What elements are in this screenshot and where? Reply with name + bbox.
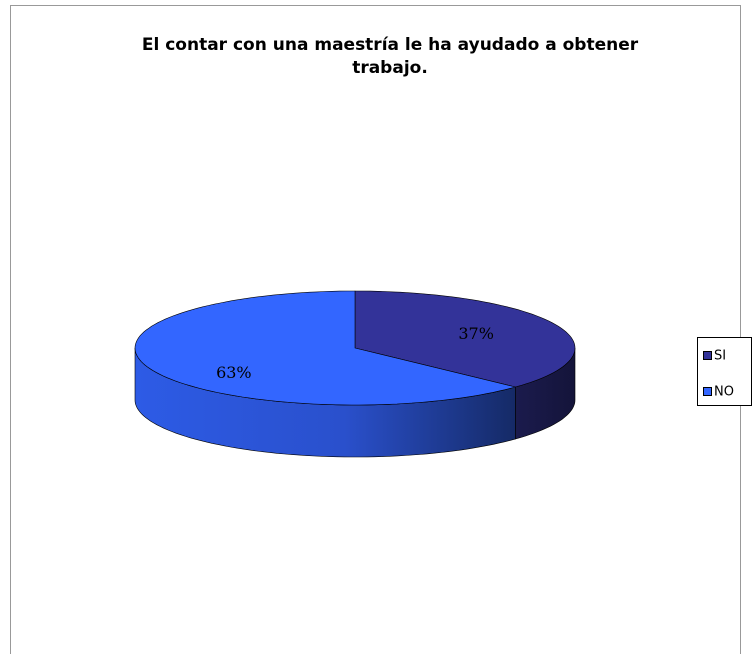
data-label: 63% bbox=[216, 363, 252, 382]
legend: SI NO bbox=[703, 349, 734, 400]
legend-label: SI bbox=[714, 349, 726, 364]
legend-box bbox=[697, 337, 752, 406]
legend-swatch bbox=[703, 351, 712, 360]
chart-border bbox=[10, 5, 741, 654]
pie: 37% 63% bbox=[134, 290, 576, 458]
pie-slice bbox=[134, 290, 516, 406]
legend-swatch bbox=[703, 387, 712, 396]
pie-slice bbox=[354, 290, 576, 388]
chart-title: El contar con una maestría le ha ayudado… bbox=[141, 35, 639, 78]
data-label: 37% bbox=[458, 324, 494, 343]
legend-label: NO bbox=[714, 385, 734, 400]
